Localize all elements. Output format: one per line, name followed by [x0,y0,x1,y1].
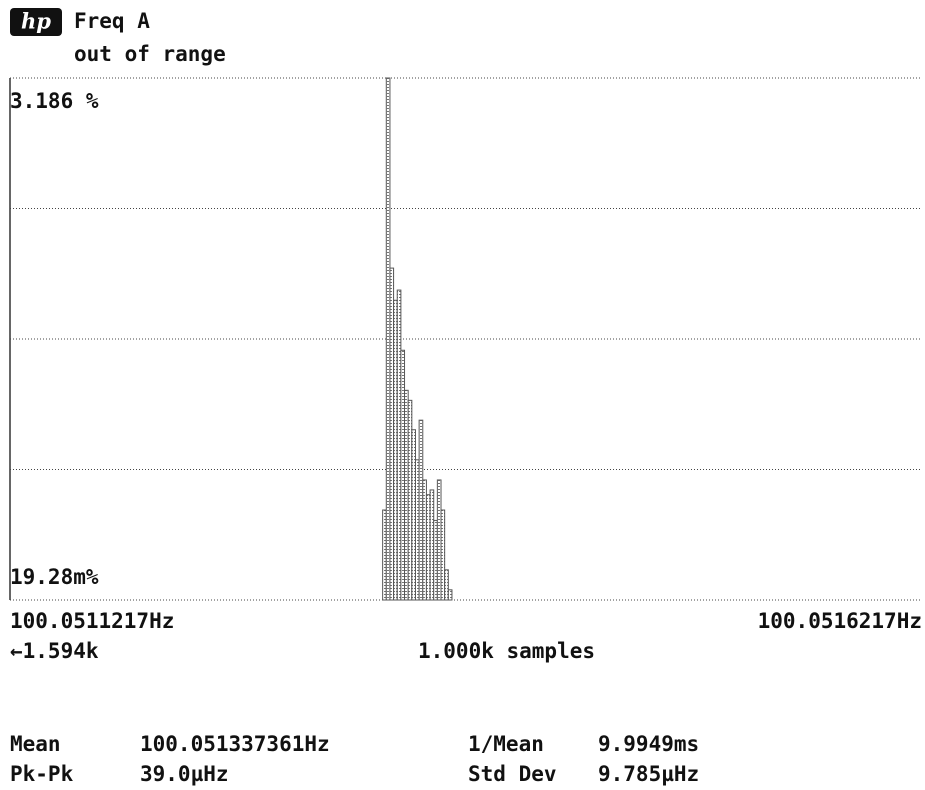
stat-label: Mean [10,732,61,756]
status: out of range [74,42,226,66]
stat-label: Pk-Pk [10,762,74,786]
logo-box [10,8,62,36]
title: Freq A [74,9,150,33]
bar [447,589,453,601]
underflow: ←1.594k [10,639,99,663]
y-tick-label: 19.28m% [10,565,99,589]
bar [429,489,435,601]
stat-label: Std Dev [468,762,557,786]
bar [418,419,424,601]
stat-value: 9.9949ms [598,732,699,756]
bar [393,299,398,601]
bar [396,289,402,601]
logo: hp [21,9,51,34]
bar [382,509,387,601]
bar [400,349,406,601]
bar [444,569,449,601]
stat-value: 9.785µHz [598,762,699,786]
bar [436,479,442,601]
x-tick-label: 100.0511217Hz [10,609,174,633]
x-tick-label: 100.0516217Hz [758,609,922,633]
bar [422,479,427,601]
bar [411,429,416,601]
samples: 1.000k samples [418,639,595,663]
bar [414,459,420,601]
y-tick-label: 3.186 % [10,89,99,113]
bar [433,519,438,601]
bar [425,494,431,601]
stat-label: 1/Mean [468,732,544,756]
stat-value: 39.0µHz [140,762,229,786]
bar [404,389,409,601]
stat-value: 100.051337361Hz [140,732,330,756]
bar [389,267,395,601]
bar [440,509,446,601]
bar [407,399,413,601]
bar [385,77,391,601]
